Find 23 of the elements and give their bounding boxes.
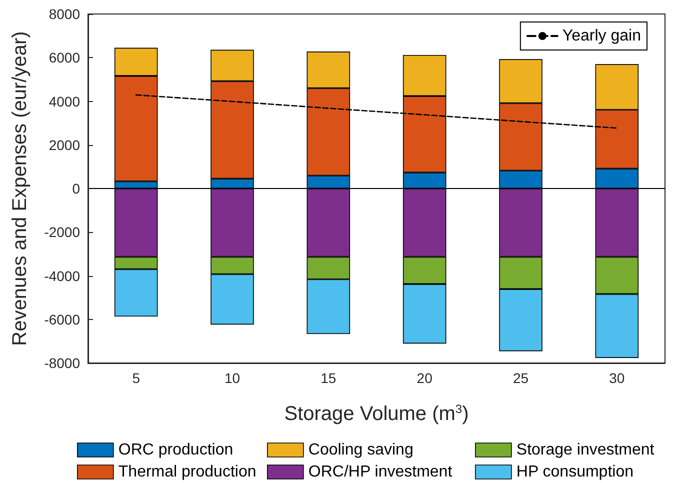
legend-label: Thermal production (118, 464, 256, 480)
y-axis-title: Revenues and Expenses (eur/year) (9, 31, 31, 346)
legend-label: Storage investment (516, 442, 655, 458)
x-tick-label: 25 (512, 370, 529, 386)
y-tick-label: -2000 (44, 224, 80, 240)
legend-label: Yearly gain (562, 28, 641, 44)
y-tick-label: 8000 (48, 6, 80, 22)
legend-label: Cooling saving (308, 442, 414, 458)
legend-label: ORC production (118, 442, 234, 458)
y-tick-label: -6000 (44, 311, 80, 328)
y-tick-label: 4000 (48, 93, 80, 110)
legend-label: HP consumption (516, 464, 634, 480)
y-tick-label: -4000 (44, 268, 80, 284)
legend-label: ORC/HP investment (308, 464, 453, 480)
y-tick-label: -8000 (44, 355, 80, 371)
x-tick-label: 30 (609, 370, 625, 386)
y-tick-label: 0 (72, 180, 80, 196)
x-tick-label: 15 (320, 370, 336, 386)
y-tick-label: 6000 (48, 50, 80, 66)
x-tick-label: 10 (224, 370, 240, 386)
x-tick-label: 5 (132, 370, 140, 386)
y-tick-label: 2000 (48, 136, 80, 153)
x-tick-label: 20 (416, 370, 433, 386)
